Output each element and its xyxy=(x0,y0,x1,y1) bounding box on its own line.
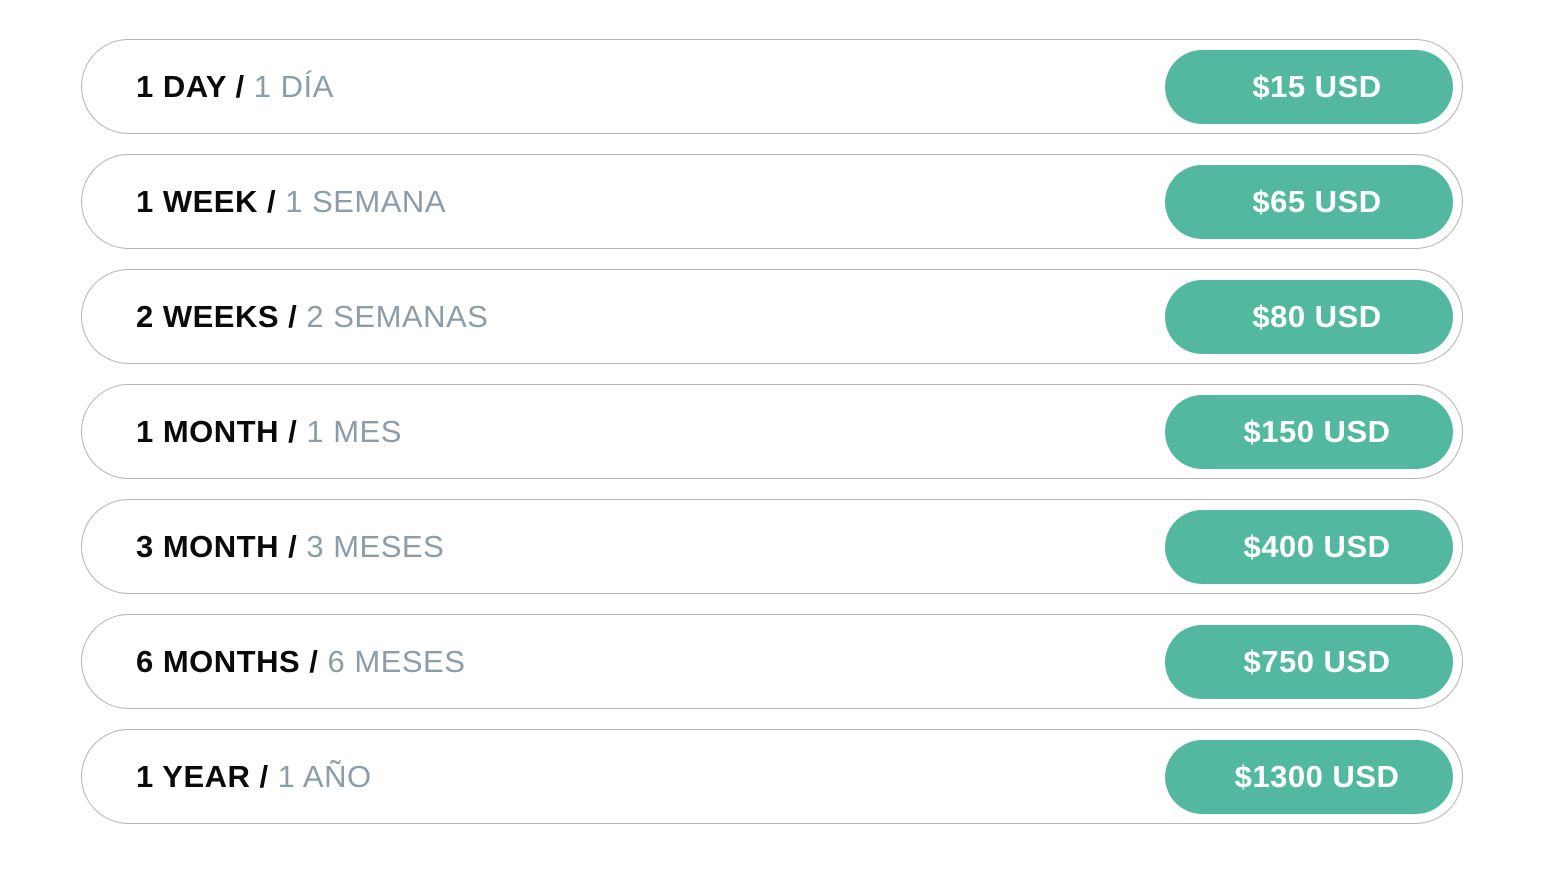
plan-duration: 1 WEEK / 1 SEMANA xyxy=(136,155,446,248)
plan-duration: 1 YEAR / 1 AÑO xyxy=(136,730,372,823)
plan-duration: 1 DAY / 1 DÍA xyxy=(136,40,334,133)
duration-english: 2 WEEKS / xyxy=(136,299,298,334)
duration-spanish: 2 SEMANAS xyxy=(306,299,489,334)
plan-duration: 6 MONTHS / 6 MESES xyxy=(136,615,465,708)
duration-english: 6 MONTHS / xyxy=(136,644,319,679)
duration-spanish: 1 DÍA xyxy=(253,69,334,104)
price-button[interactable]: $15 USD xyxy=(1165,50,1453,124)
pricing-row: 3 MONTH / 3 MESES $400 USD xyxy=(81,499,1463,594)
duration-spanish: 1 AÑO xyxy=(277,759,372,794)
plan-duration: 3 MONTH / 3 MESES xyxy=(136,500,444,593)
plan-duration: 1 MONTH / 1 MES xyxy=(136,385,402,478)
pricing-row: 1 MONTH / 1 MES $150 USD xyxy=(81,384,1463,479)
duration-english: 1 DAY / xyxy=(136,69,245,104)
price-button[interactable]: $1300 USD xyxy=(1165,740,1453,814)
price-button[interactable]: $750 USD xyxy=(1165,625,1453,699)
price-button[interactable]: $80 USD xyxy=(1165,280,1453,354)
price-button[interactable]: $150 USD xyxy=(1165,395,1453,469)
price-button[interactable]: $65 USD xyxy=(1165,165,1453,239)
duration-english: 1 MONTH / xyxy=(136,414,298,449)
duration-english: 3 MONTH / xyxy=(136,529,298,564)
pricing-row: 1 WEEK / 1 SEMANA $65 USD xyxy=(81,154,1463,249)
duration-english: 1 YEAR / xyxy=(136,759,269,794)
pricing-row: 2 WEEKS / 2 SEMANAS $80 USD xyxy=(81,269,1463,364)
pricing-row: 1 YEAR / 1 AÑO $1300 USD xyxy=(81,729,1463,824)
pricing-row: 6 MONTHS / 6 MESES $750 USD xyxy=(81,614,1463,709)
price-button[interactable]: $400 USD xyxy=(1165,510,1453,584)
pricing-list: 1 DAY / 1 DÍA $15 USD 1 WEEK / 1 SEMANA $65… xyxy=(81,39,1463,844)
pricing-row: 1 DAY / 1 DÍA $15 USD xyxy=(81,39,1463,134)
duration-spanish: 1 SEMANA xyxy=(285,184,446,219)
plan-duration: 2 WEEKS / 2 SEMANAS xyxy=(136,270,488,363)
duration-spanish: 6 MESES xyxy=(327,644,466,679)
duration-spanish: 1 MES xyxy=(306,414,402,449)
duration-spanish: 3 MESES xyxy=(306,529,445,564)
duration-english: 1 WEEK / xyxy=(136,184,277,219)
